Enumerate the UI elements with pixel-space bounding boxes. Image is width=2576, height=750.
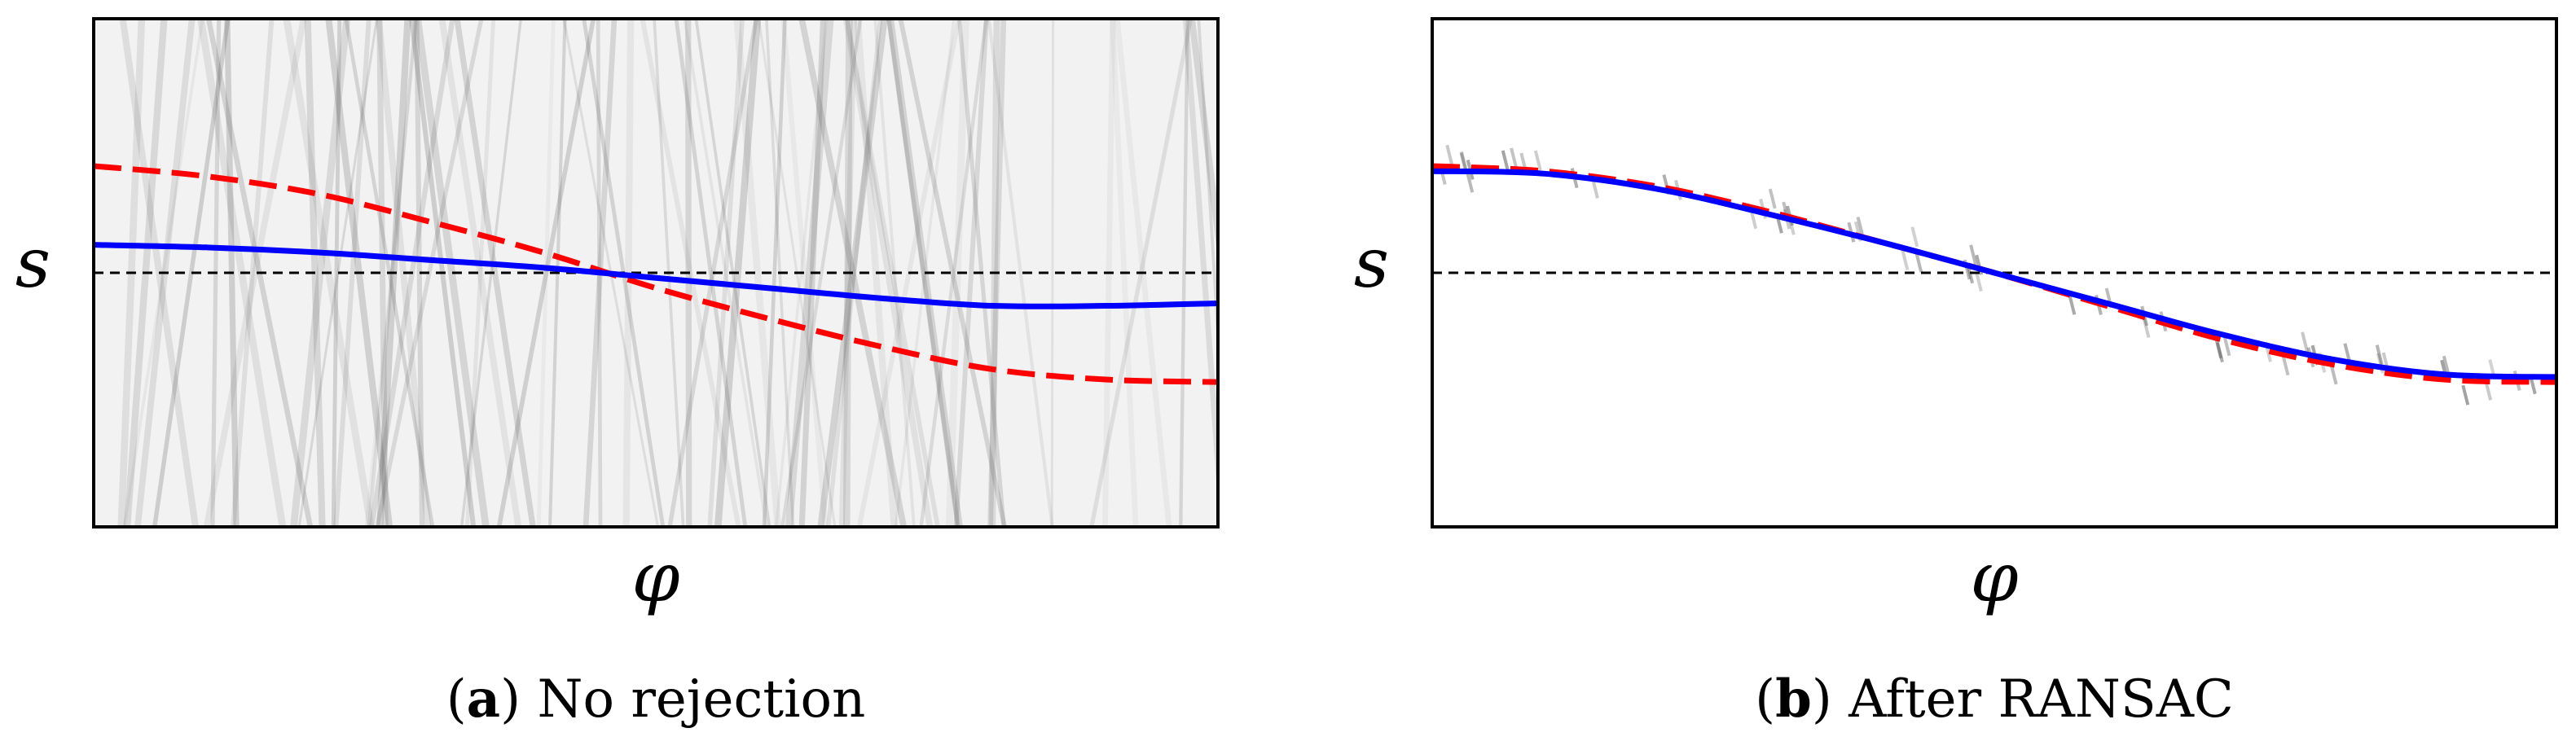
plot-frame [1431, 17, 2558, 529]
inlier-mark [2461, 384, 2470, 406]
caption-letter: a [467, 669, 500, 730]
sinogram-streak [331, 19, 342, 527]
plot-lines [1432, 163, 2556, 385]
sinogram-streak [496, 19, 596, 527]
inlier-mark [2301, 331, 2309, 353]
sinogram-streak [1050, 19, 1055, 527]
caption-text: No rejection [537, 669, 865, 730]
sinogram-streak [465, 19, 496, 527]
inlier-mark [2214, 338, 2223, 359]
caption-a: (a) No rejection [446, 669, 866, 730]
inlier-mark [2216, 342, 2224, 363]
inlier-mark [2281, 355, 2290, 376]
inlier-mark [1460, 151, 1468, 172]
caption-text: After RANSAC [1848, 669, 2234, 730]
inlier-mark [1974, 271, 1983, 292]
sinogram-streak [536, 19, 556, 527]
sinogram-streak [762, 19, 787, 527]
inlier-mark [1856, 216, 1865, 237]
sinogram-streak [780, 19, 829, 527]
inlier-mark [1445, 144, 1454, 165]
sinogram-streak [987, 19, 1054, 527]
sinogram-streak [842, 19, 934, 527]
sinogram-streak [203, 19, 307, 527]
sinogram-streak [1197, 19, 1218, 357]
inlier-mark [1510, 147, 1519, 169]
sinogram-streak [919, 19, 988, 527]
inlier-mark [1969, 244, 1978, 265]
sinogram-streak [290, 19, 350, 527]
sinogram-streak [785, 19, 834, 527]
sinogram-streak [414, 19, 490, 527]
inlier-mark [1768, 188, 1777, 209]
inlier-mark [2222, 336, 2231, 357]
panel-a: s φ (a) No rejection [15, 17, 1220, 730]
sinogram-streak [414, 19, 425, 527]
sinogram-streak [886, 19, 963, 527]
sinogram-streak [1188, 19, 1218, 260]
y-axis-label: s [15, 223, 51, 303]
sinogram-streak [683, 19, 768, 527]
plot-frame [92, 17, 1220, 529]
sinogram-streak [953, 19, 989, 527]
red-dashed-curve [94, 163, 1218, 385]
sinogram-streak [231, 19, 275, 527]
sinogram-streak [733, 19, 782, 527]
inlier-mark [1466, 172, 1475, 193]
inlier-mark [1591, 178, 1599, 199]
sinogram-streak [333, 19, 371, 527]
sinogram-streak [1179, 19, 1189, 527]
inlier-mark [1533, 150, 1542, 171]
sinogram-streak [376, 19, 389, 527]
sinogram-streak [825, 19, 883, 527]
x-axis-label: φ [632, 537, 680, 617]
sinogram-streak [674, 19, 748, 527]
sinogram-streak [297, 19, 379, 527]
sinogram-streak [438, 19, 522, 527]
sinogram-streak [707, 19, 745, 527]
inlier-mark [2329, 364, 2338, 385]
sinogram-streak [640, 19, 741, 527]
sinogram-streak [898, 19, 1007, 527]
sinogram-streak [780, 19, 863, 527]
y-axis-label: s [1354, 223, 1389, 303]
inlier-mark [1910, 226, 1919, 248]
sinogram-streak [454, 19, 536, 527]
inlier-mark [1501, 150, 1510, 171]
sinogram-streak [886, 19, 961, 527]
inlier-mark [2375, 344, 2384, 366]
inlier-mark [2142, 318, 2151, 338]
blue-fit-curve [94, 242, 1218, 309]
plot-lines [94, 163, 1218, 385]
inlier-mark [2068, 294, 2077, 315]
inlier-mark [1901, 250, 1910, 271]
panel-b: s φ (b) After RANSAC [1354, 17, 2558, 730]
caption-b: (b) After RANSAC [1755, 669, 2234, 730]
sinogram-streak [152, 19, 231, 527]
caption-letter: b [1775, 669, 1812, 730]
inlier-mark [1914, 252, 1923, 273]
x-axis-label: φ [1971, 537, 2019, 617]
blue-fit-curve [1432, 168, 2556, 380]
